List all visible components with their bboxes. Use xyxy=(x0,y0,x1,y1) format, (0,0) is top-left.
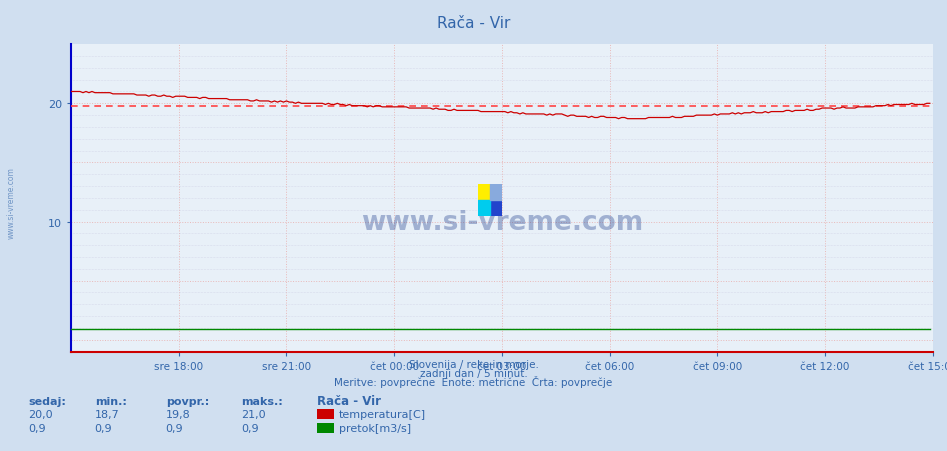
Text: www.si-vreme.com: www.si-vreme.com xyxy=(7,167,16,239)
Bar xyxy=(478,201,491,216)
Text: Rača - Vir: Rača - Vir xyxy=(437,16,510,31)
Text: pretok[m3/s]: pretok[m3/s] xyxy=(339,423,411,433)
Text: povpr.:: povpr.: xyxy=(166,396,209,405)
Text: Slovenija / reke in morje.: Slovenija / reke in morje. xyxy=(408,359,539,369)
Text: 18,7: 18,7 xyxy=(95,409,119,419)
Bar xyxy=(491,185,502,201)
Text: 0,9: 0,9 xyxy=(28,423,46,433)
Text: 20,0: 20,0 xyxy=(28,409,53,419)
Text: sedaj:: sedaj: xyxy=(28,396,66,405)
Text: temperatura[C]: temperatura[C] xyxy=(339,409,426,419)
Bar xyxy=(491,201,502,216)
Text: min.:: min.: xyxy=(95,396,127,405)
Text: 19,8: 19,8 xyxy=(166,409,190,419)
Text: 0,9: 0,9 xyxy=(241,423,259,433)
Text: 21,0: 21,0 xyxy=(241,409,266,419)
Text: 0,9: 0,9 xyxy=(166,423,184,433)
Bar xyxy=(478,185,491,201)
Text: Rača - Vir: Rača - Vir xyxy=(317,394,382,407)
Text: Meritve: povprečne  Enote: metrične  Črta: povprečje: Meritve: povprečne Enote: metrične Črta:… xyxy=(334,376,613,387)
Text: zadnji dan / 5 minut.: zadnji dan / 5 minut. xyxy=(420,368,527,378)
Text: 0,9: 0,9 xyxy=(95,423,113,433)
Text: maks.:: maks.: xyxy=(241,396,283,405)
Text: www.si-vreme.com: www.si-vreme.com xyxy=(361,210,643,236)
